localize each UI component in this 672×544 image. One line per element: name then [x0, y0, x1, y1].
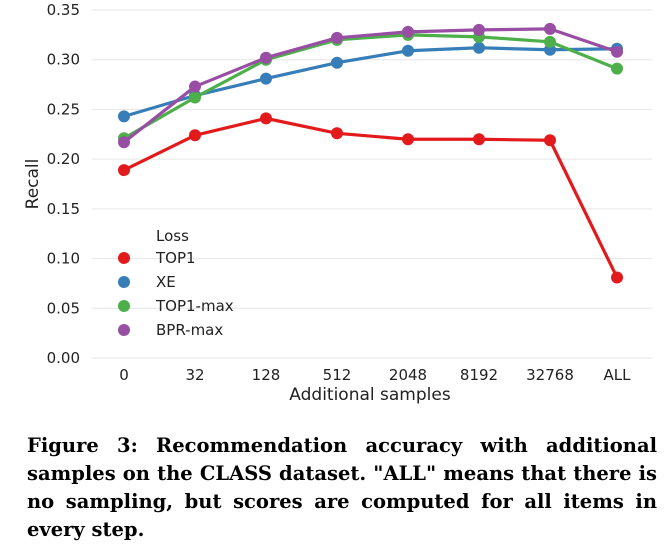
data-point-top1-max [611, 62, 623, 75]
legend-label-bpr-max: BPR-max [156, 321, 223, 339]
figure-caption: Figure 3: Recommendation accuracy with a… [27, 434, 657, 541]
legend-label-xe: XE [156, 273, 176, 291]
y-axis-label: Recall [23, 159, 43, 210]
y-tick-label: 0.30 [47, 51, 80, 69]
x-tick-label: 32 [185, 366, 204, 384]
legend-marker-top1-max [118, 300, 130, 312]
data-point-bpr-max [118, 136, 130, 149]
data-point-top1 [402, 133, 414, 146]
grid-lines [92, 9, 652, 359]
data-point-bpr-max [331, 31, 343, 44]
y-tick-label: 0.25 [47, 100, 80, 118]
data-point-top1-max [544, 35, 556, 48]
data-point-top1 [473, 133, 485, 146]
y-tick-label: 0.35 [47, 1, 80, 19]
x-tick-label: 2048 [389, 366, 427, 384]
legend-marker-top1 [118, 252, 130, 264]
data-point-bpr-max [402, 25, 414, 38]
legend-label-top1: TOP1 [155, 249, 196, 267]
legend-marker-xe [118, 276, 130, 288]
y-tick-label: 0.05 [47, 299, 80, 317]
data-point-bpr-max [611, 45, 623, 58]
data-point-bpr-max [189, 80, 201, 93]
data-point-xe [402, 44, 414, 57]
x-tick-label: 0 [119, 366, 129, 384]
x-tick-label: 512 [323, 366, 352, 384]
y-tick-label: 0.00 [47, 349, 80, 367]
data-point-top1 [611, 271, 623, 284]
series-line-top1 [123, 116, 619, 279]
legend: Loss TOP1 XE TOP1-max BPR-max [118, 227, 234, 339]
x-tick-label: ALL [604, 366, 632, 384]
series-group [118, 22, 623, 284]
data-point-xe [118, 110, 130, 123]
legend-marker-bpr-max [118, 324, 130, 336]
x-tick-label: 8192 [460, 366, 498, 384]
data-point-bpr-max [544, 22, 556, 35]
data-point-top1 [331, 127, 343, 140]
data-point-bpr-max [260, 51, 272, 64]
legend-title: Loss [156, 227, 189, 245]
series-line-top1-max [123, 33, 618, 140]
data-point-top1 [118, 164, 130, 177]
data-point-xe [260, 72, 272, 85]
legend-label-top1-max: TOP1-max [155, 297, 234, 315]
x-axis-label: Additional samples [289, 385, 451, 405]
y-tick-label: 0.10 [47, 250, 80, 268]
series-line-bpr-max [123, 27, 618, 144]
y-tick-labels: 0.00 0.05 0.10 0.15 0.20 0.25 0.30 0.35 [47, 1, 80, 367]
x-tick-labels: 0 32 128 512 2048 8192 32768 ALL [119, 366, 631, 384]
data-point-xe [331, 56, 343, 69]
y-tick-label: 0.15 [47, 200, 80, 218]
data-point-xe [473, 41, 485, 54]
recall-line-chart: 0.00 0.05 0.10 0.15 0.20 0.25 0.30 0.35 0 32 128 5… [23, 1, 652, 405]
data-point-top1 [544, 134, 556, 147]
data-point-top1-max [189, 91, 201, 104]
x-tick-label: 32768 [526, 366, 574, 384]
data-point-bpr-max [473, 23, 485, 36]
data-point-top1 [189, 129, 201, 142]
data-point-top1 [260, 112, 272, 125]
x-tick-label: 128 [252, 366, 281, 384]
y-tick-label: 0.20 [47, 150, 80, 168]
